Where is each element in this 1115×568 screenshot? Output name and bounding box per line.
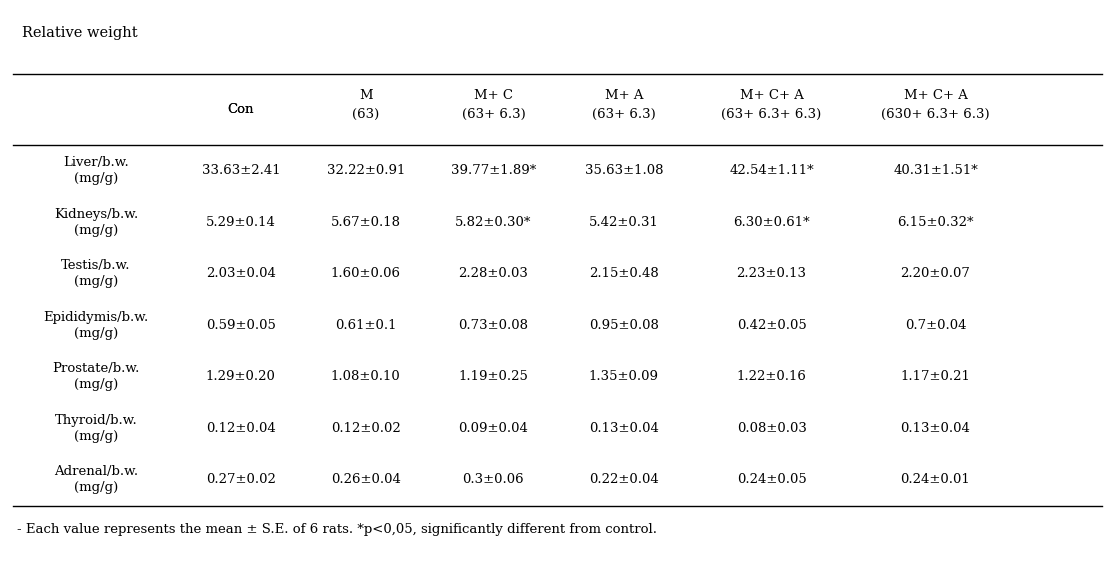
Text: M+ C+ A
(630+ 6.3+ 6.3): M+ C+ A (630+ 6.3+ 6.3) [881,89,990,121]
Text: 0.26±0.04: 0.26±0.04 [331,473,400,486]
Text: 42.54±1.11*: 42.54±1.11* [729,164,814,177]
Text: 0.3±0.06: 0.3±0.06 [463,473,524,486]
Text: 0.59±0.05: 0.59±0.05 [206,319,275,332]
Text: 6.15±0.32*: 6.15±0.32* [898,216,973,229]
Text: 32.22±0.91: 32.22±0.91 [327,164,405,177]
Text: 5.29±0.14: 5.29±0.14 [206,216,275,229]
Text: M+ C+ A
(63+ 6.3+ 6.3): M+ C+ A (63+ 6.3+ 6.3) [721,89,822,121]
Text: 0.95±0.08: 0.95±0.08 [589,319,659,332]
Text: Con: Con [227,103,254,116]
Text: Relative weight: Relative weight [22,26,138,40]
Text: M+ A
(63+ 6.3): M+ A (63+ 6.3) [592,89,656,121]
Text: Epididymis/b.w.
(mg/g): Epididymis/b.w. (mg/g) [43,311,148,340]
Text: 33.63±2.41: 33.63±2.41 [202,164,280,177]
Text: 5.42±0.31: 5.42±0.31 [589,216,659,229]
Text: 1.08±0.10: 1.08±0.10 [331,370,400,383]
Text: 1.60±0.06: 1.60±0.06 [331,267,400,280]
Text: 0.08±0.03: 0.08±0.03 [737,421,806,435]
Text: 1.35±0.09: 1.35±0.09 [589,370,659,383]
Text: 2.23±0.13: 2.23±0.13 [737,267,806,280]
Text: 1.17±0.21: 1.17±0.21 [901,370,970,383]
Text: 2.15±0.48: 2.15±0.48 [589,267,659,280]
Text: 1.19±0.25: 1.19±0.25 [458,370,529,383]
Text: 0.22±0.04: 0.22±0.04 [589,473,659,486]
Text: 0.42±0.05: 0.42±0.05 [737,319,806,332]
Text: 0.12±0.02: 0.12±0.02 [331,421,400,435]
Text: 0.61±0.1: 0.61±0.1 [334,319,397,332]
Text: 0.12±0.04: 0.12±0.04 [206,421,275,435]
Text: Liver/b.w.
(mg/g): Liver/b.w. (mg/g) [64,156,128,185]
Text: 2.20±0.07: 2.20±0.07 [901,267,970,280]
Text: - Each value represents the mean ± S.E. of 6 rats. *p<0,05, significantly differ: - Each value represents the mean ± S.E. … [17,523,657,536]
Text: Thyroid/b.w.
(mg/g): Thyroid/b.w. (mg/g) [55,414,137,442]
Text: 2.03±0.04: 2.03±0.04 [206,267,275,280]
Text: Prostate/b.w.
(mg/g): Prostate/b.w. (mg/g) [52,362,139,391]
Text: 0.27±0.02: 0.27±0.02 [206,473,275,486]
Text: 0.24±0.01: 0.24±0.01 [901,473,970,486]
Text: M
(63): M (63) [352,89,379,121]
Text: 0.73±0.08: 0.73±0.08 [458,319,529,332]
Text: M+ C
(63+ 6.3): M+ C (63+ 6.3) [462,89,525,121]
Text: 0.7±0.04: 0.7±0.04 [904,319,967,332]
Text: Testis/b.w.
(mg/g): Testis/b.w. (mg/g) [61,259,130,288]
Text: 1.22±0.16: 1.22±0.16 [737,370,806,383]
Text: 40.31±1.51*: 40.31±1.51* [893,164,978,177]
Text: Kidneys/b.w.
(mg/g): Kidneys/b.w. (mg/g) [54,208,138,237]
Text: 39.77±1.89*: 39.77±1.89* [450,164,536,177]
Text: 2.28±0.03: 2.28±0.03 [458,267,529,280]
Text: 5.67±0.18: 5.67±0.18 [331,216,400,229]
Text: 35.63±1.08: 35.63±1.08 [584,164,663,177]
Text: Con: Con [227,103,254,116]
Text: 5.82±0.30*: 5.82±0.30* [455,216,532,229]
Text: Adrenal/b.w.
(mg/g): Adrenal/b.w. (mg/g) [54,465,138,494]
Text: 0.13±0.04: 0.13±0.04 [589,421,659,435]
Text: 0.24±0.05: 0.24±0.05 [737,473,806,486]
Text: 6.30±0.61*: 6.30±0.61* [734,216,809,229]
Text: 0.13±0.04: 0.13±0.04 [901,421,970,435]
Text: 1.29±0.20: 1.29±0.20 [206,370,275,383]
Text: 0.09±0.04: 0.09±0.04 [458,421,529,435]
